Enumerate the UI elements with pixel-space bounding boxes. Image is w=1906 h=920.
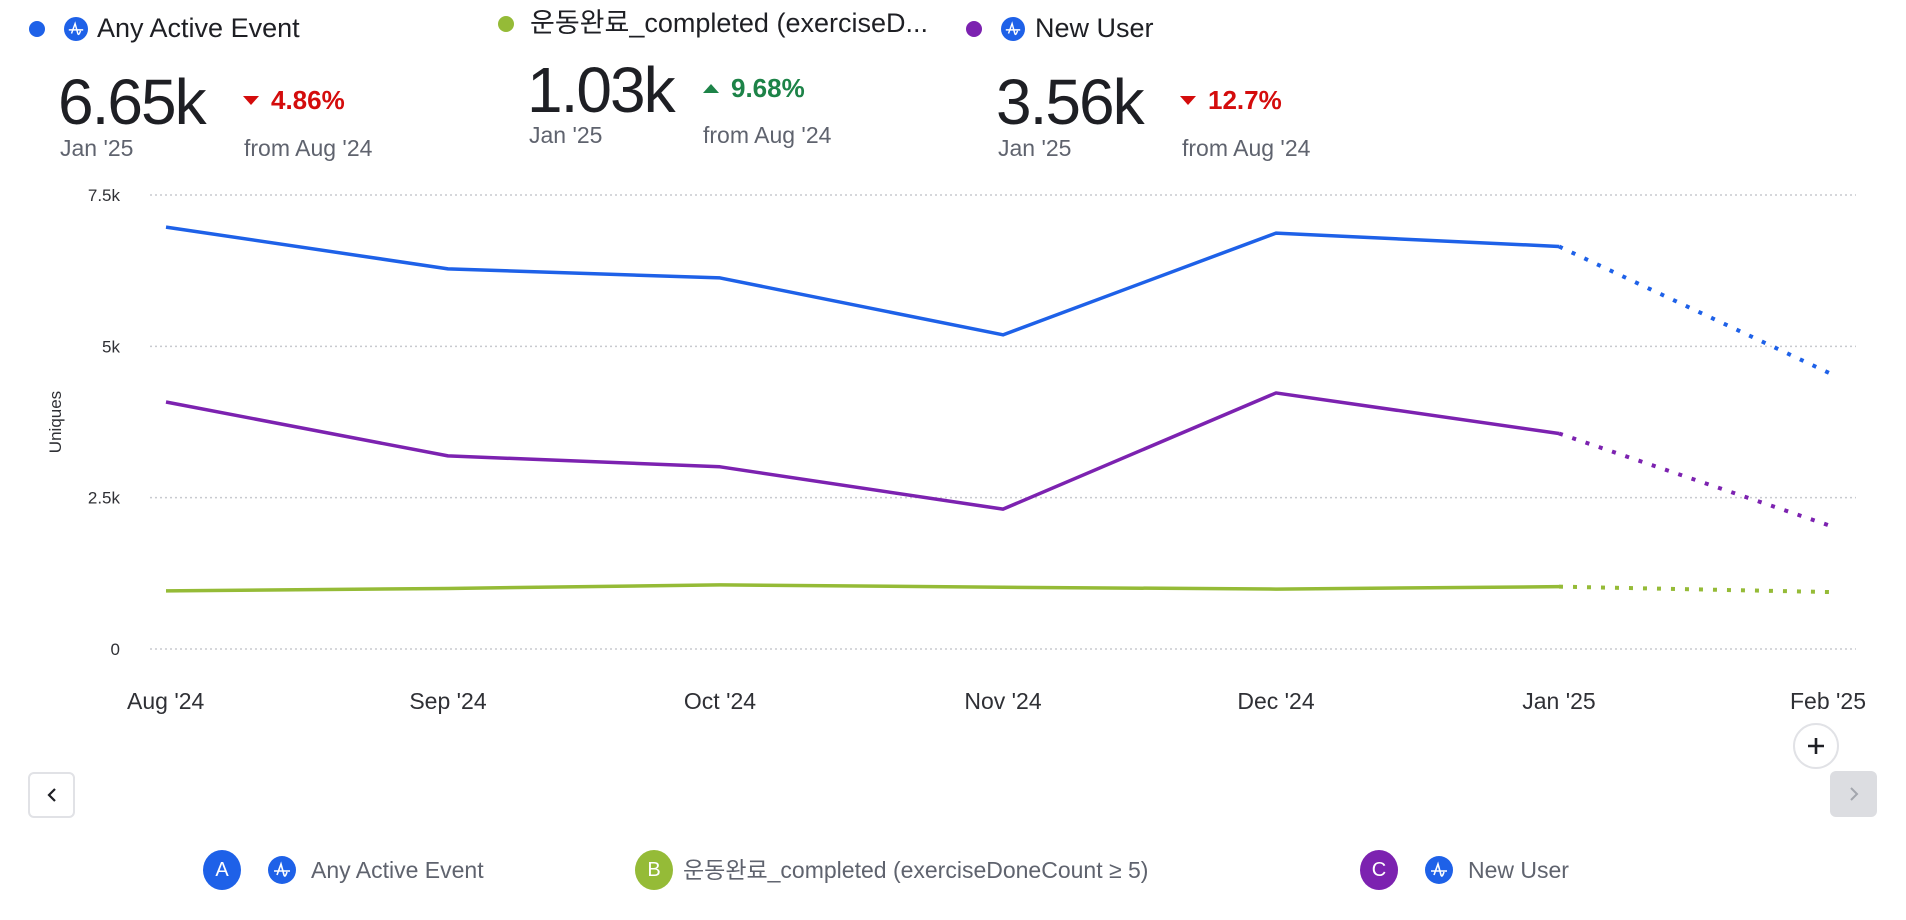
down-arrow-icon bbox=[1180, 95, 1196, 105]
data-point[interactable] bbox=[1553, 428, 1565, 440]
data-point[interactable] bbox=[1270, 387, 1282, 399]
previous-button[interactable] bbox=[28, 772, 75, 818]
series-1[interactable] bbox=[160, 221, 1839, 381]
series-line[interactable] bbox=[165, 583, 1560, 593]
kpi-comparison: from Aug '24 bbox=[1182, 135, 1311, 161]
x-tick-label: Aug '24 bbox=[127, 688, 204, 714]
add-annotation-button[interactable] bbox=[1793, 723, 1839, 769]
kpi-change: 4.86% bbox=[243, 85, 345, 115]
plus-icon bbox=[1808, 738, 1824, 754]
kpi-change-value: 4.86% bbox=[271, 85, 345, 115]
chevron-right-icon bbox=[1849, 787, 1858, 801]
series-projection-line[interactable] bbox=[1558, 431, 1834, 529]
data-point[interactable] bbox=[714, 272, 726, 284]
kpi-change-value: 9.68% bbox=[731, 73, 805, 103]
kpi-period: Jan '25 bbox=[529, 122, 603, 148]
kpi-value: 1.03k bbox=[527, 54, 676, 126]
series-line[interactable] bbox=[165, 391, 1560, 511]
y-tick-label: 0 bbox=[111, 640, 120, 659]
amplitude-icon bbox=[268, 856, 296, 884]
chevron-left-icon bbox=[46, 788, 56, 802]
kpi-value: 6.65k bbox=[58, 66, 207, 138]
legend-label: Any Active Event bbox=[311, 857, 484, 883]
down-arrow-icon bbox=[243, 95, 259, 105]
kpi-period: Jan '25 bbox=[60, 135, 134, 161]
data-point[interactable] bbox=[160, 585, 172, 597]
series-3[interactable] bbox=[160, 387, 1839, 533]
data-point[interactable] bbox=[997, 329, 1009, 341]
gridlines bbox=[150, 194, 1856, 650]
x-tick-label: Feb '25 bbox=[1790, 688, 1866, 714]
data-point[interactable] bbox=[1553, 240, 1565, 252]
series-2[interactable] bbox=[160, 579, 1839, 598]
legend-label: New User bbox=[1468, 857, 1569, 883]
data-point[interactable] bbox=[1827, 369, 1839, 381]
kpi-comparison: from Aug '24 bbox=[703, 122, 832, 148]
series-color-dot-c bbox=[966, 21, 982, 37]
x-tick-label: Jan '25 bbox=[1522, 688, 1595, 714]
amplitude-icon bbox=[64, 17, 88, 41]
x-tick-label: Nov '24 bbox=[964, 688, 1041, 714]
data-point[interactable] bbox=[714, 461, 726, 473]
series-projection-line[interactable] bbox=[1558, 584, 1834, 595]
kpi-change: 9.68% bbox=[703, 73, 805, 103]
kpi-title[interactable]: New User bbox=[1035, 13, 1154, 43]
series-color-dot-a bbox=[29, 21, 45, 37]
kpi-period: Jan '25 bbox=[998, 135, 1072, 161]
data-point[interactable] bbox=[1827, 586, 1839, 598]
kpi-comparison: from Aug '24 bbox=[244, 135, 373, 161]
data-point[interactable] bbox=[160, 396, 172, 408]
data-point[interactable] bbox=[1553, 581, 1565, 593]
data-point[interactable] bbox=[1270, 583, 1282, 595]
data-point[interactable] bbox=[442, 582, 454, 594]
kpi-value: 3.56k bbox=[996, 66, 1145, 138]
data-point[interactable] bbox=[997, 581, 1009, 593]
legend-label: 운동완료_completed (exerciseDoneCount ≥ 5) bbox=[683, 857, 1149, 883]
x-tick-label: Dec '24 bbox=[1237, 688, 1314, 714]
data-point[interactable] bbox=[442, 263, 454, 275]
y-tick-label: 7.5k bbox=[88, 186, 121, 205]
x-tick-label: Sep '24 bbox=[409, 688, 486, 714]
series-badge: A bbox=[203, 850, 241, 890]
data-point[interactable] bbox=[1827, 521, 1839, 533]
y-axis-ticks: 0 2.5k 5k 7.5k bbox=[88, 186, 121, 659]
kpi-change-value: 12.7% bbox=[1208, 85, 1282, 115]
y-axis-label: Uniques bbox=[46, 391, 65, 453]
amplitude-icon bbox=[1001, 17, 1025, 41]
y-tick-label: 2.5k bbox=[88, 489, 121, 508]
series-line[interactable] bbox=[165, 225, 1560, 337]
data-point[interactable] bbox=[160, 221, 172, 233]
series-badge: C bbox=[1360, 850, 1398, 890]
series-lines bbox=[160, 221, 1839, 598]
up-arrow-icon bbox=[703, 83, 719, 93]
x-axis-ticks: Aug '24 Sep '24 Oct '24 Nov '24 Dec '24 Jan '… bbox=[127, 688, 1866, 714]
next-button[interactable] bbox=[1830, 771, 1877, 817]
amplitude-icon bbox=[1425, 856, 1453, 884]
series-projection-line[interactable] bbox=[1558, 244, 1834, 377]
data-point[interactable] bbox=[1270, 227, 1282, 239]
series-color-dot-b bbox=[498, 16, 514, 32]
y-tick-label: 5k bbox=[102, 337, 120, 356]
data-point[interactable] bbox=[442, 450, 454, 462]
data-point[interactable] bbox=[997, 503, 1009, 515]
kpi-change: 12.7% bbox=[1180, 85, 1282, 115]
series-badge: B bbox=[635, 850, 673, 890]
x-tick-label: Oct '24 bbox=[684, 688, 756, 714]
kpi-title[interactable]: 운동완료_completed (exerciseD... bbox=[530, 8, 928, 38]
data-point[interactable] bbox=[714, 579, 726, 591]
kpi-title[interactable]: Any Active Event bbox=[97, 13, 300, 43]
